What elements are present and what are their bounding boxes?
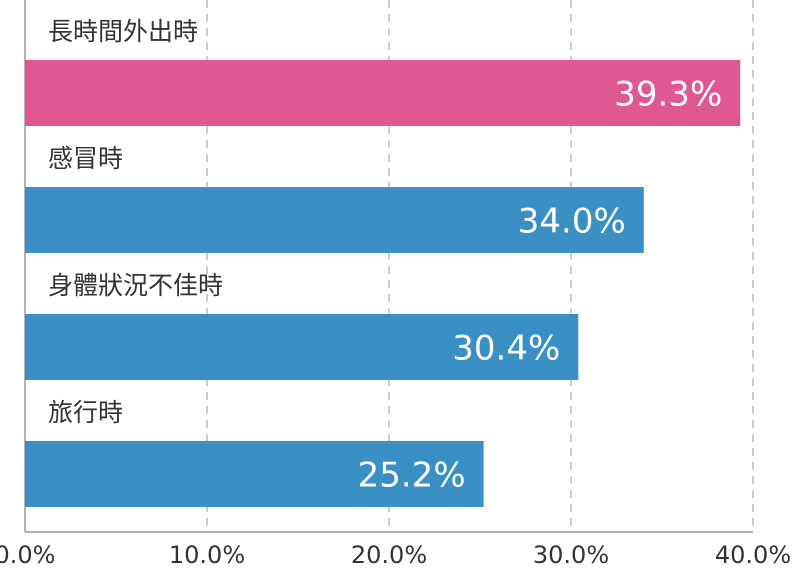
x-tick-label: 30.0% xyxy=(533,541,609,569)
value-label: 30.4% xyxy=(452,329,560,369)
value-label: 25.2% xyxy=(358,456,466,496)
x-tick-label: 20.0% xyxy=(351,541,427,569)
bar xyxy=(25,187,644,253)
x-tick-label: 0.0% xyxy=(0,541,55,569)
value-label: 34.0% xyxy=(518,202,626,242)
category-label: 身體狀況不佳時 xyxy=(48,271,223,300)
bar xyxy=(25,314,579,380)
x-tick-label: 40.0% xyxy=(715,541,791,569)
value-label: 39.3% xyxy=(614,75,722,115)
category-label: 長時間外出時 xyxy=(48,17,198,46)
category-label: 感冒時 xyxy=(48,144,123,173)
bar xyxy=(25,60,741,126)
category-label: 旅行時 xyxy=(48,398,123,427)
bar xyxy=(25,441,484,507)
x-tick-label: 10.0% xyxy=(169,541,245,569)
